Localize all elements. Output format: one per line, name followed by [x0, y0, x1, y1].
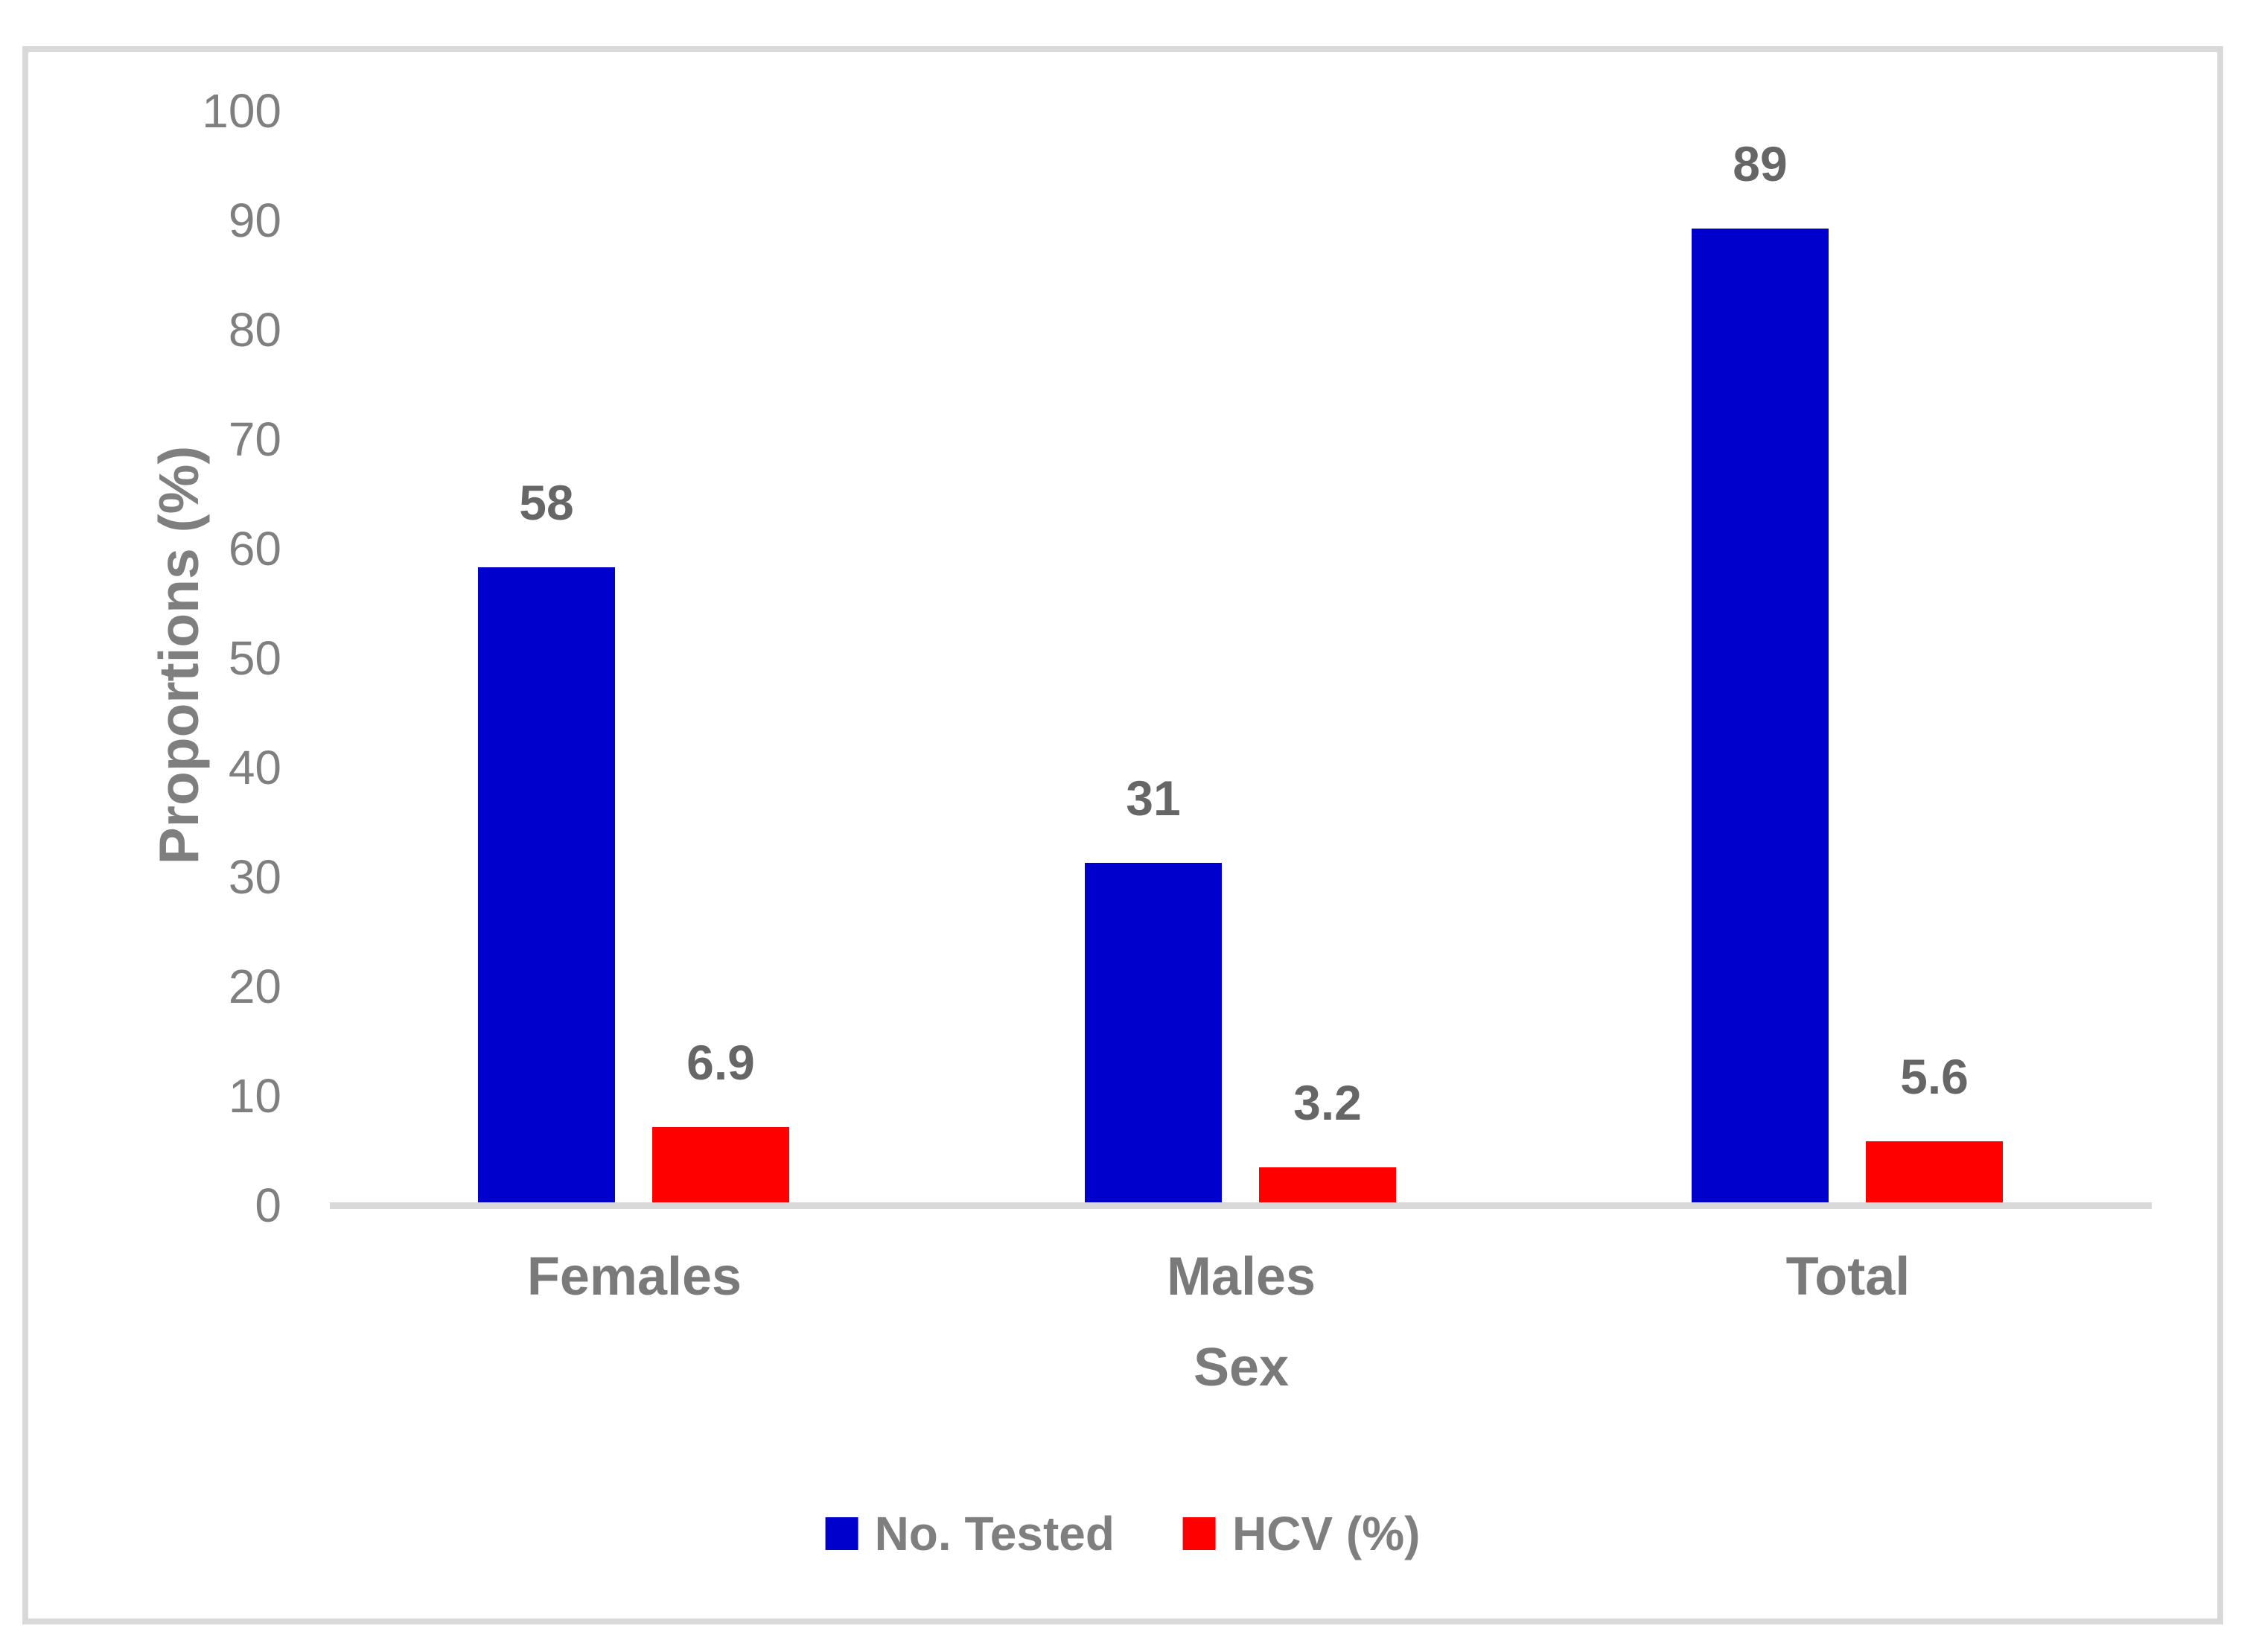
y-tick-90: 90 — [228, 194, 281, 247]
legend-label-no-tested: No. Tested — [874, 1507, 1115, 1560]
x-axis-title: Sex — [1193, 1338, 1290, 1397]
category-label-males: Males — [1166, 1247, 1316, 1307]
bar-hcv-females — [652, 1127, 789, 1202]
bar-no-tested-males — [1085, 863, 1222, 1202]
data-label-no-tested-males: 31 — [1126, 771, 1181, 826]
y-tick-10: 10 — [228, 1069, 281, 1123]
y-tick-100: 100 — [202, 84, 281, 138]
legend-swatch-icon-hcv — [1182, 1517, 1216, 1550]
legend-swatch-icon-no-tested — [825, 1517, 858, 1550]
y-tick-30: 30 — [228, 850, 281, 904]
y-tick-80: 80 — [228, 303, 281, 357]
y-tick-50: 50 — [228, 631, 281, 685]
legend-item-no-tested: No. Tested — [825, 1507, 1115, 1560]
y-tick-40: 40 — [228, 741, 281, 794]
chart-border-frame — [22, 46, 2223, 1624]
category-label-total: Total — [1785, 1247, 1911, 1307]
x-axis-line — [330, 1202, 2152, 1209]
legend: No. Tested HCV (%) — [825, 1507, 1421, 1560]
data-label-hcv-males: 3.2 — [1293, 1075, 1362, 1130]
bar-no-tested-females — [478, 567, 615, 1202]
data-label-hcv-total: 5.6 — [1900, 1049, 1969, 1104]
data-label-no-tested-total: 89 — [1733, 136, 1788, 191]
bar-no-tested-total — [1692, 229, 1829, 1202]
y-tick-70: 70 — [228, 412, 281, 466]
y-tick-60: 60 — [228, 522, 281, 575]
y-tick-20: 20 — [228, 960, 281, 1013]
data-label-hcv-females: 6.9 — [686, 1035, 755, 1090]
category-label-females: Females — [526, 1247, 742, 1307]
legend-item-hcv: HCV (%) — [1182, 1507, 1421, 1560]
y-tick-0: 0 — [255, 1179, 281, 1232]
bar-hcv-total — [1866, 1141, 2003, 1202]
legend-label-hcv: HCV (%) — [1231, 1507, 1421, 1560]
bar-hcv-males — [1259, 1167, 1396, 1202]
data-label-no-tested-females: 58 — [519, 475, 574, 530]
